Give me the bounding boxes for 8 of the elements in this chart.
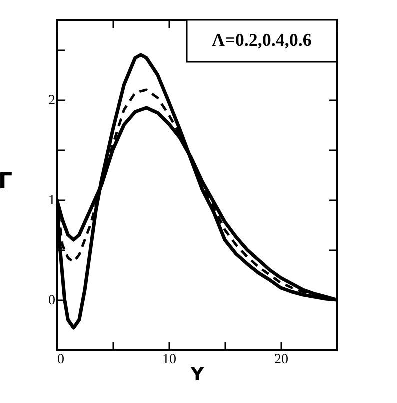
y-tick-label: 0 bbox=[48, 294, 56, 308]
y-axis-title: Γ bbox=[0, 170, 13, 194]
x-tick-label: 10 bbox=[162, 352, 176, 368]
x-tick-label: 20 bbox=[274, 352, 288, 368]
y-tick-label: 2 bbox=[48, 94, 56, 108]
x-axis-title: Y bbox=[190, 364, 205, 386]
y-tick-label: 1 bbox=[48, 194, 56, 208]
annotation: Λ=0.2,0.4,0.6 bbox=[212, 30, 312, 50]
